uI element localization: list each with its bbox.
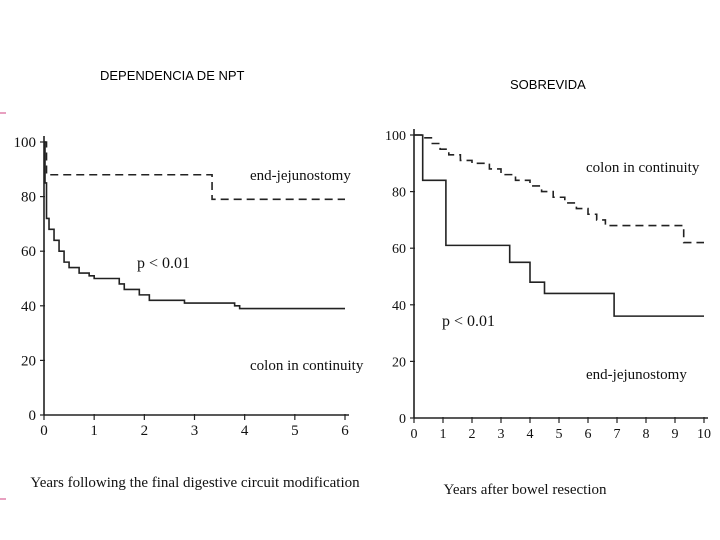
left-x-tick-label: 0 (40, 423, 48, 439)
left-series-end-jejunostomy (44, 141, 345, 201)
right-x-tick-label: 7 (614, 427, 621, 442)
right-x-tick-label: 4 (527, 427, 534, 442)
right-series-label: end-jejunostomy (586, 367, 687, 383)
right-y-tick-label: 80 (392, 186, 406, 201)
left-y-tick-label: 80 (21, 190, 36, 206)
left-p-value-annotation: p < 0.01 (137, 255, 190, 272)
left-series-label: colon in continuity (250, 358, 364, 374)
left-y-tick-label: 0 (29, 408, 37, 424)
right-x-tick-label: 0 (411, 427, 418, 442)
left-x-axis-label: Years following the final digestive circ… (30, 475, 360, 491)
right-y-tick-label: 60 (392, 242, 406, 257)
right-y-tick-label: 40 (392, 299, 406, 314)
edge-decoration (0, 112, 6, 114)
right-x-tick-label: 5 (556, 427, 563, 442)
left-x-tick-label: 5 (291, 423, 299, 439)
left-x-tick-label: 4 (241, 423, 249, 439)
left-series-colon-in-continuity (44, 141, 345, 310)
right-series-label: colon in continuity (586, 160, 700, 176)
left-y-tick-label: 20 (21, 353, 36, 369)
right-y-tick-label: 100 (385, 129, 406, 144)
left-y-tick-label: 40 (21, 299, 36, 315)
right-y-tick-label: 20 (392, 355, 406, 370)
left-x-tick-label: 3 (191, 423, 199, 439)
right-x-tick-label: 9 (672, 427, 679, 442)
right-series-end-jejunostomy (414, 134, 704, 317)
right-series-colon-in-continuity (414, 134, 704, 244)
right-x-tick-label: 6 (585, 427, 592, 442)
right-y-tick-label: 0 (399, 412, 406, 427)
right-x-tick-label: 1 (440, 427, 447, 442)
left-chart-title: DEPENDENCIA DE NPT (100, 68, 245, 83)
left-y-tick-label: 100 (14, 135, 37, 151)
right-x-tick-label: 8 (643, 427, 650, 442)
right-p-value-annotation: p < 0.01 (442, 313, 495, 330)
left-x-tick-label: 2 (141, 423, 149, 439)
left-x-tick-label: 6 (341, 423, 349, 439)
right-x-tick-label: 2 (469, 427, 476, 442)
left-x-tick-label: 1 (90, 423, 98, 439)
left-series-label: end-jejunostomy (250, 168, 351, 184)
edge-decoration (0, 498, 6, 500)
right-chart-title: SOBREVIDA (510, 77, 586, 92)
right-x-tick-label: 10 (697, 427, 711, 442)
right-x-axis-label: Years after bowel resection (443, 482, 607, 498)
left-y-tick-label: 60 (21, 244, 36, 260)
right-x-tick-label: 3 (498, 427, 505, 442)
